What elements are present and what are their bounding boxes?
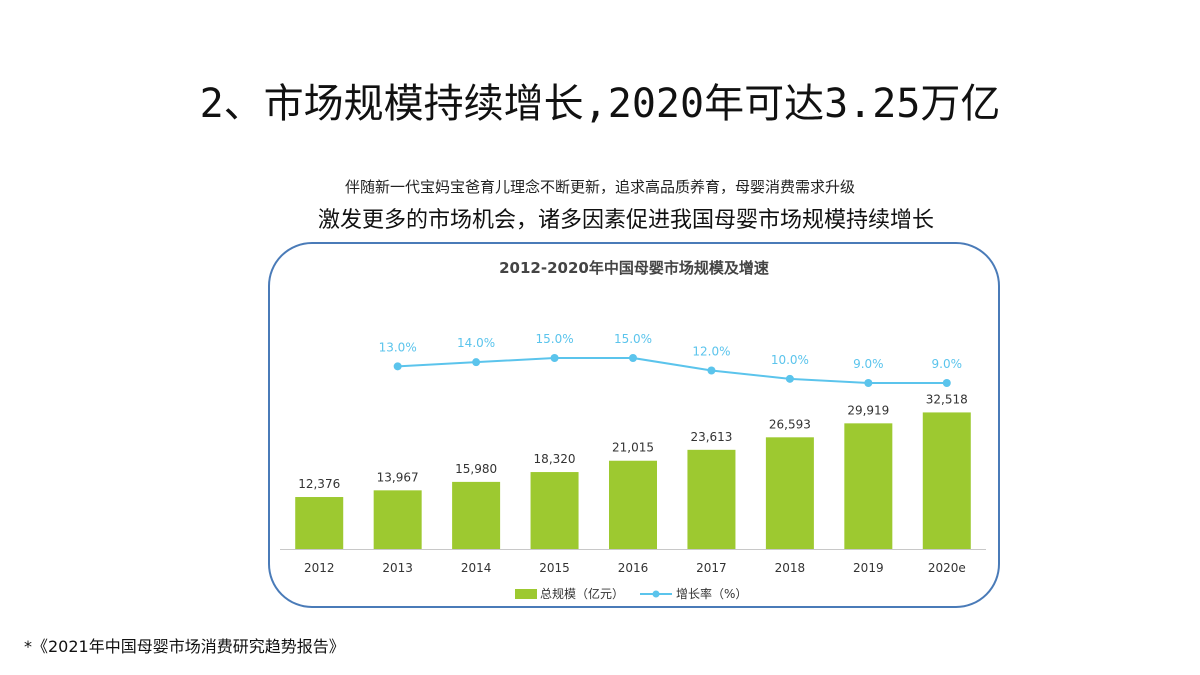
x-tick-2014: 2014 xyxy=(461,561,492,575)
growth-label-2016: 15.0% xyxy=(614,332,652,346)
bar-2017 xyxy=(687,449,736,549)
x-tick-2019: 2019 xyxy=(853,561,884,575)
x-tick-2017: 2017 xyxy=(696,561,727,575)
bar-2013 xyxy=(373,490,422,549)
x-tick-2018: 2018 xyxy=(775,561,806,575)
bar-label-2017: 23,613 xyxy=(690,430,732,444)
bar-label-2012: 12,376 xyxy=(298,477,340,491)
growth-label-2017: 12.0% xyxy=(692,345,730,359)
growth-label-2014: 14.0% xyxy=(457,336,495,350)
growth-point-2016 xyxy=(629,354,637,362)
x-tick-2013: 2013 xyxy=(382,561,413,575)
growth-label-2013: 13.0% xyxy=(379,340,417,354)
growth-point-2015 xyxy=(550,354,559,362)
x-tick-2016: 2016 xyxy=(618,561,649,575)
x-tick-2015: 2015 xyxy=(539,561,570,575)
growth-label-2015: 15.0% xyxy=(535,332,573,346)
bar-label-2014: 15,980 xyxy=(455,462,497,476)
bar-label-2018: 26,593 xyxy=(769,417,811,431)
growth-label-2018: 10.0% xyxy=(771,353,809,367)
growth-point-2013 xyxy=(393,362,402,371)
bar-label-2015: 18,320 xyxy=(534,452,576,466)
bar-2020e xyxy=(922,412,971,549)
subtitle-line-1: 伴随新一代宝妈宝爸育儿理念不断更新，追求高品质养育，母婴消费需求升级 xyxy=(344,178,855,196)
legend-line-marker xyxy=(652,590,660,598)
legend-bar-swatch xyxy=(515,589,537,599)
bar-2014 xyxy=(452,481,501,549)
growth-point-2014 xyxy=(472,358,481,367)
growth-point-2017 xyxy=(707,366,716,375)
bar-2019 xyxy=(844,423,893,549)
growth-point-2018 xyxy=(785,374,794,383)
legend-line-label: 增长率（%） xyxy=(676,586,747,601)
bar-2018 xyxy=(765,437,814,549)
subtitle-line-2: 激发更多的市场机会，诸多因素促进我国母婴市场规模持续增长 xyxy=(317,208,934,233)
bar-2012 xyxy=(295,497,344,549)
source-footnote: *《2021年中国母婴市场消费研究趋势报告》 xyxy=(24,637,345,656)
bar-label-2016: 21,015 xyxy=(612,441,654,455)
growth-rate-line xyxy=(397,357,947,384)
growth-point-2019 xyxy=(864,379,873,387)
x-tick-2012: 2012 xyxy=(304,561,335,575)
slide-title: 2、市场规模持续增长,2020年可达3.25万亿 xyxy=(199,81,1001,127)
growth-label-2019: 9.0% xyxy=(853,357,884,371)
bar-label-2013: 13,967 xyxy=(377,470,419,484)
bar-label-2019: 29,919 xyxy=(847,403,889,417)
x-tick-2020e: 2020e xyxy=(928,561,966,575)
growth-label-2020e: 9.0% xyxy=(932,357,963,371)
legend-bar-label: 总规模（亿元） xyxy=(540,586,624,601)
market-size-chart: 2012-2020年中国母婴市场规模及增速 12,376 13,967 15,980… xyxy=(280,259,986,601)
bar-2015 xyxy=(530,472,579,549)
chart-title: 2012-2020年中国母婴市场规模及增速 xyxy=(499,259,769,277)
bar-label-2020e: 32,518 xyxy=(926,392,968,406)
growth-point-2020e xyxy=(942,379,951,387)
bar-2016 xyxy=(609,460,657,549)
